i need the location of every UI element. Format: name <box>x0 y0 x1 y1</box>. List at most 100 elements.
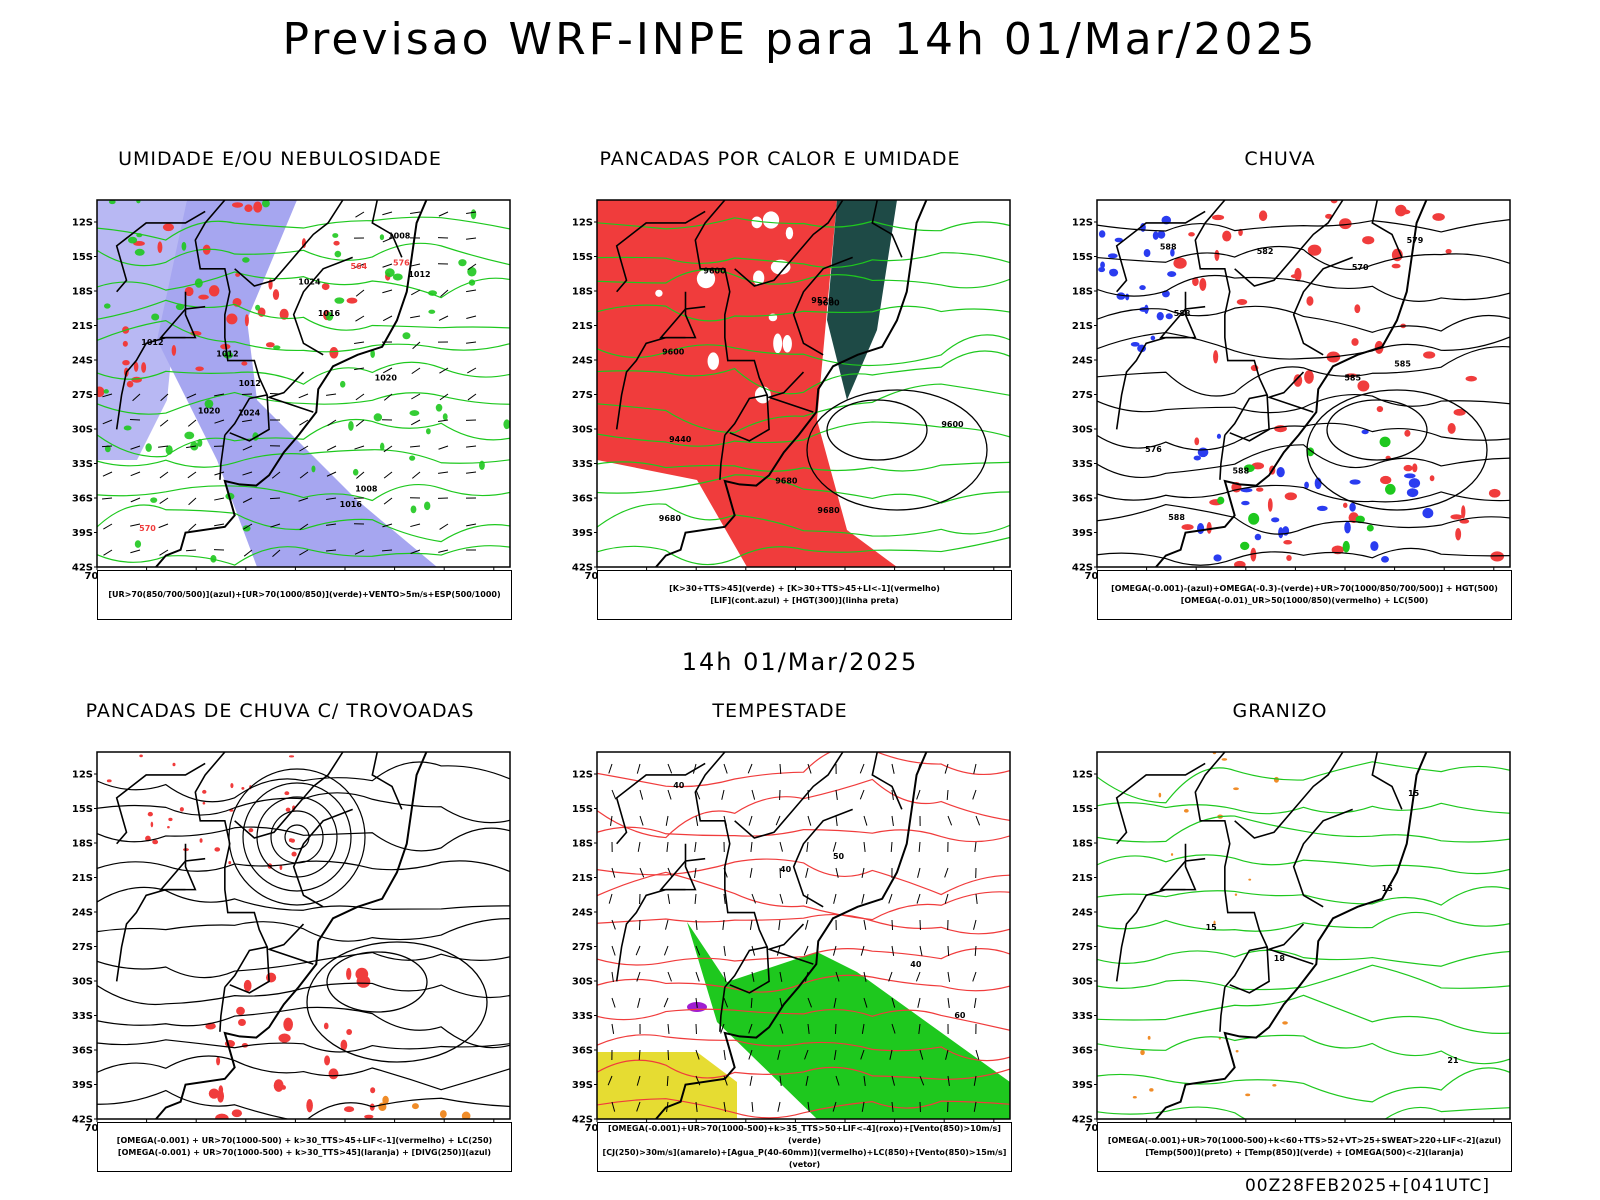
shade-blob <box>439 1110 447 1119</box>
shade-blob <box>1250 547 1257 562</box>
isoline <box>597 1059 1010 1080</box>
shade-blob <box>208 1088 220 1099</box>
isoline <box>97 483 510 502</box>
shade-blob <box>334 250 342 258</box>
lat-label: 21S <box>1072 321 1093 332</box>
shade-blob <box>411 1103 419 1110</box>
wind-vector <box>777 1049 781 1060</box>
shade-blob <box>231 202 244 208</box>
shade-blob <box>1234 560 1246 567</box>
isoline-closed <box>1326 399 1428 461</box>
contour-label: 1024 <box>298 277 321 286</box>
lat-label: 36S <box>572 494 593 505</box>
wind-vector <box>749 919 753 930</box>
map-layer: 9600 9600 9600 9680 9680 9680 9520 9440 9600 12S 1… <box>572 199 1011 579</box>
contour-label: 1016 <box>318 309 341 318</box>
shade-blob <box>1286 555 1292 562</box>
wind-vector <box>918 841 921 853</box>
wind-vector <box>751 789 756 800</box>
isoline <box>1097 484 1510 503</box>
country-border <box>1194 752 1269 988</box>
wind-vector <box>695 997 698 1008</box>
isoline <box>97 1089 510 1119</box>
shade-blob <box>467 266 477 277</box>
map-pancadas-calor: 9600 9600 9600 9680 9680 9680 9520 9440 9600 12S 1… <box>572 199 1011 579</box>
isoline <box>97 951 510 979</box>
wind-vector <box>973 1101 977 1112</box>
wind-vector <box>102 471 113 477</box>
wind-vector <box>804 1049 809 1060</box>
wind-vector <box>299 445 309 452</box>
lat-label: 36S <box>572 1046 593 1057</box>
shade-blob <box>1412 463 1418 473</box>
shade-blob <box>382 1095 389 1105</box>
lat-label: 33S <box>1072 1011 1093 1022</box>
shade-blob <box>1236 298 1248 306</box>
wind-vector <box>158 523 169 529</box>
lat-label: 12S <box>572 770 593 781</box>
wind-vector <box>667 893 671 904</box>
wind-vector <box>917 867 921 878</box>
wind-vector <box>611 997 616 1008</box>
wind-vector <box>667 971 672 982</box>
country-border <box>292 256 353 356</box>
panel-chuva: CHUVA 588 588 585 588 588 585 582 579 576 570 12S 1… <box>1040 148 1520 628</box>
shade-blob <box>244 314 249 327</box>
shade-blob <box>226 313 238 325</box>
shade-blob <box>696 269 716 289</box>
shade-blob <box>1349 479 1361 485</box>
country-border <box>1234 752 1344 839</box>
map-content: 21 15 18 15 15 <box>1097 752 1510 1119</box>
shade-blob <box>1241 500 1250 506</box>
shade-blob <box>325 311 334 321</box>
wind-vector <box>354 341 365 344</box>
wind-vector <box>695 815 699 826</box>
legend-line: [LIF](cont.azul) + [HGT(300)](linha pret… <box>710 596 899 605</box>
wind-vector <box>805 893 809 904</box>
wind-vector <box>667 763 673 774</box>
shade-blob <box>1173 257 1187 269</box>
shade-blob <box>1376 405 1384 413</box>
wind-vector <box>915 971 921 982</box>
shade-blob <box>1139 285 1146 291</box>
streamline-vortex <box>270 810 324 864</box>
wind-vector <box>723 997 729 1008</box>
contour-label: 588 <box>1160 243 1177 252</box>
country-border <box>1159 857 1206 891</box>
wind-vector <box>101 445 113 448</box>
shade-blob <box>204 399 214 409</box>
lat-label: 12S <box>72 770 93 781</box>
lat-label: 18S <box>1072 287 1093 298</box>
contour-label: 1012 <box>408 270 430 279</box>
contour-label: 1016 <box>340 500 363 509</box>
legend-granizo: [OMEGA(-0.001)+UR>70(1000-500)+k<60+TTS>… <box>1097 1122 1512 1172</box>
isoline <box>1097 305 1510 333</box>
wind-vector <box>666 841 669 852</box>
wind-vector <box>440 289 449 298</box>
wind-vector <box>382 367 393 374</box>
isoline <box>597 871 1010 921</box>
contour-label: 9440 <box>669 435 692 444</box>
wind-vector <box>130 445 141 450</box>
country-border <box>371 752 403 810</box>
wind-vector <box>382 211 393 216</box>
isoline <box>597 536 1010 566</box>
shade-blob <box>1152 231 1159 240</box>
wind-vector <box>975 893 978 904</box>
wind-vector <box>665 815 669 826</box>
shade-blob <box>1385 483 1396 495</box>
wind-vector <box>888 971 893 982</box>
wind-vector <box>326 497 337 500</box>
wind-vector <box>381 549 393 552</box>
shade-blob <box>1170 853 1174 856</box>
shade-blob <box>167 826 170 829</box>
wind-vector <box>834 1023 837 1035</box>
streamline-vortex <box>256 796 338 878</box>
shade-blob <box>402 332 411 340</box>
shade-blob <box>1248 512 1260 525</box>
country-border <box>1159 305 1206 339</box>
shade-blob <box>136 200 141 204</box>
shade-blob <box>1240 541 1250 551</box>
wind-vector <box>807 1023 810 1034</box>
shade-blob <box>1283 540 1293 545</box>
